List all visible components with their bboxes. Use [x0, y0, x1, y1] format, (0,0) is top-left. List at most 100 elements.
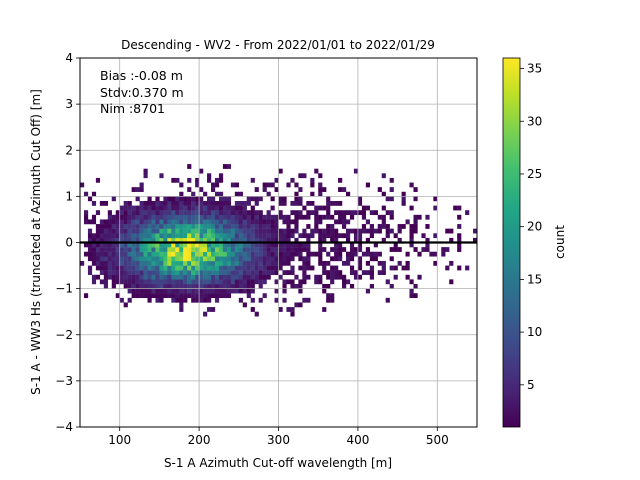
heatmap-cell: [103, 233, 108, 239]
heatmap-cell: [310, 210, 315, 216]
heatmap-cell: [211, 265, 216, 271]
heatmap-cell: [127, 210, 132, 216]
heatmap-cell: [127, 260, 132, 266]
heatmap-cell: [326, 274, 331, 280]
heatmap-cell: [357, 247, 363, 252]
heatmap-cell: [226, 293, 232, 299]
heatmap-cell: [254, 260, 259, 266]
heatmap-cell: [163, 228, 168, 234]
heatmap-cell: [278, 274, 283, 280]
heatmap-cell: [445, 247, 450, 252]
heatmap-cell: [155, 265, 160, 271]
heatmap-cell: [342, 247, 347, 252]
heatmap-cell: [179, 302, 184, 308]
heatmap-cell: [207, 251, 212, 257]
heatmap-cell: [159, 274, 164, 280]
heatmap-cell: [318, 251, 323, 257]
heatmap-cell: [171, 297, 176, 303]
heatmap-cell: [226, 251, 232, 257]
heatmap-cell: [151, 242, 156, 248]
heatmap-cell: [338, 233, 343, 239]
heatmap-cell: [159, 297, 164, 303]
heatmap-cell: [163, 288, 168, 294]
heatmap-cell: [167, 210, 172, 216]
heatmap-cell: [389, 177, 394, 183]
heatmap-cell: [155, 219, 160, 225]
heatmap-cell: [187, 251, 192, 257]
heatmap-cell: [139, 228, 144, 234]
heatmap-cell: [310, 228, 315, 234]
heatmap-cell: [274, 260, 279, 266]
heatmap-cell: [242, 265, 247, 271]
x-tick-label: 500: [426, 433, 449, 447]
heatmap-cell: [254, 219, 259, 225]
heatmap-cell: [139, 256, 144, 262]
heatmap-cell: [218, 270, 224, 275]
heatmap-cell: [214, 191, 220, 197]
heatmap-cell: [83, 191, 89, 197]
heatmap-cell: [254, 247, 259, 252]
heatmap-cell: [401, 224, 406, 229]
heatmap-cell: [175, 177, 180, 183]
heatmap-cell: [369, 233, 374, 239]
heatmap-cell: [322, 270, 327, 275]
heatmap-cell: [250, 265, 255, 271]
heatmap-cell: [95, 177, 101, 183]
heatmap-cell: [195, 177, 200, 183]
heatmap-cell: [246, 284, 251, 289]
heatmap-cell: [338, 200, 343, 206]
heatmap-cell: [191, 265, 196, 271]
heatmap-cell: [389, 187, 394, 192]
heatmap-cell: [377, 187, 382, 192]
heatmap-cell: [203, 219, 208, 225]
heatmap-cell: [191, 297, 196, 303]
colorbar-tick-label: 20: [527, 220, 542, 234]
heatmap-cell: [254, 251, 259, 257]
heatmap-cell: [87, 237, 93, 243]
heatmap-cell: [151, 200, 156, 206]
heatmap-cell: [258, 242, 263, 248]
heatmap-cell: [302, 260, 307, 266]
heatmap-cell: [226, 224, 232, 229]
heatmap-cell: [306, 237, 311, 243]
heatmap-cell: [99, 237, 105, 243]
heatmap-cell: [242, 256, 247, 262]
heatmap-cell: [155, 233, 160, 239]
heatmap-cell: [238, 242, 243, 248]
heatmap-cell: [139, 270, 144, 275]
heatmap-cell: [139, 182, 144, 188]
heatmap-cell: [143, 205, 148, 211]
heatmap-cell: [171, 237, 176, 243]
heatmap-cell: [191, 293, 196, 299]
heatmap-cell: [457, 247, 462, 252]
heatmap-cell: [163, 251, 168, 257]
heatmap-cell: [214, 293, 220, 299]
heatmap-cell: [242, 205, 247, 211]
heatmap-cell: [175, 205, 180, 211]
heatmap-cell: [199, 274, 204, 280]
heatmap-cell: [330, 228, 335, 234]
heatmap-cell: [258, 256, 263, 262]
heatmap-cell: [282, 284, 287, 289]
heatmap-cell: [401, 191, 406, 197]
heatmap-cell: [326, 224, 331, 229]
heatmap-cell: [413, 247, 418, 252]
heatmap-cell: [159, 265, 164, 271]
heatmap-cell: [195, 200, 200, 206]
heatmap-cell: [222, 219, 228, 225]
heatmap-cell: [195, 196, 200, 202]
stat-nim: Nim :8701: [100, 101, 165, 116]
heatmap-cell: [234, 214, 239, 220]
heatmap-cell: [242, 270, 247, 275]
heatmap-cell: [211, 307, 216, 312]
heatmap-cell: [357, 228, 363, 234]
heatmap-cell: [139, 210, 144, 216]
heatmap-cell: [135, 265, 140, 271]
heatmap-cell: [127, 205, 132, 211]
heatmap-cell: [91, 256, 97, 262]
heatmap-cell: [207, 279, 212, 285]
heatmap-cell: [294, 191, 299, 197]
heatmap-cell: [250, 307, 255, 312]
heatmap-cell: [195, 293, 200, 299]
colorbar-tick-label: 15: [527, 272, 542, 286]
